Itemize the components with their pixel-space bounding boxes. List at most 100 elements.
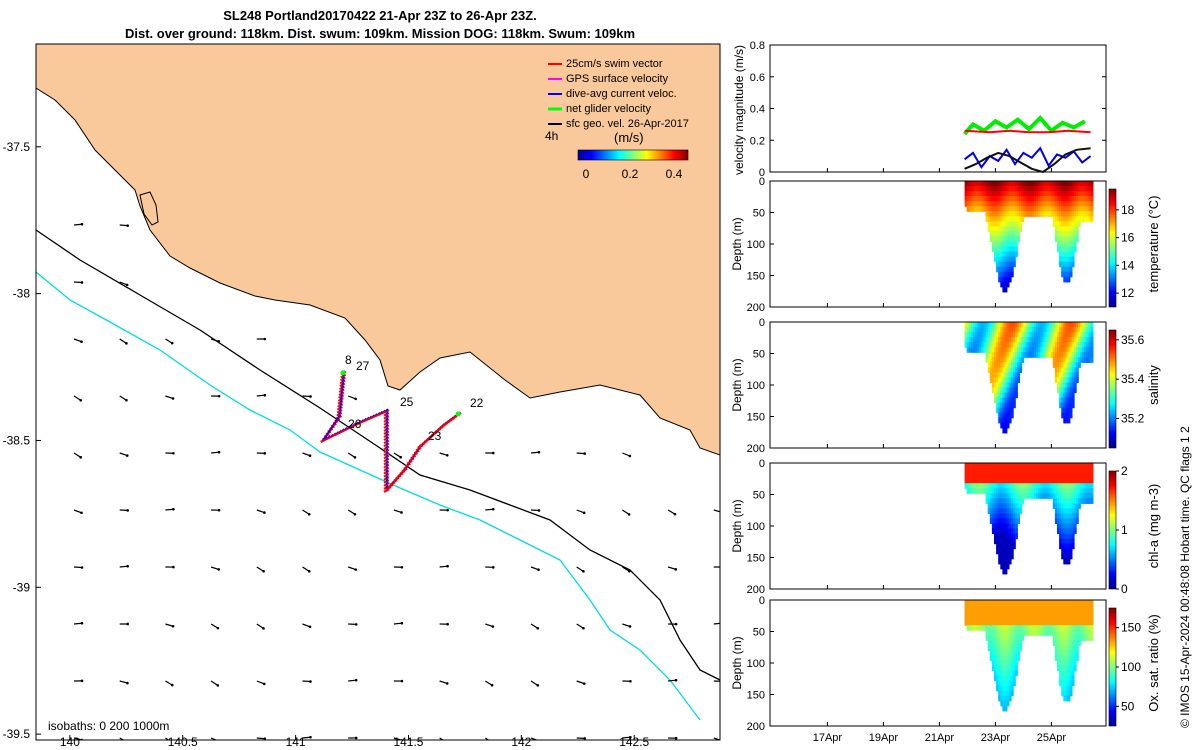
section-cell [998,640,1002,646]
geo-velocity-arrow [576,680,585,685]
section-cell [991,610,995,616]
section-cell [966,201,970,207]
section-cell [1082,327,1086,333]
section-cell [1073,605,1077,611]
section-cell [1057,372,1060,378]
section-cell [1054,191,1058,197]
geo-velocity-arrowhead [307,570,311,573]
section-cell [1059,392,1062,399]
section-cell [989,615,993,621]
section-cell [994,181,997,187]
section-cell [989,201,993,207]
section-cell [1019,191,1023,197]
velocity-series-line [963,115,1086,136]
section-cell [1078,211,1081,217]
section-cell [1015,655,1018,661]
section-cell [1029,327,1033,333]
section-cell [1063,463,1067,469]
section-cell [1063,553,1067,560]
section-cell [1069,518,1073,524]
section-cell [1063,630,1067,636]
geo-velocity-arrowhead [629,679,632,683]
section-cell [1008,670,1012,677]
geo-velocity-arrowhead [583,452,586,455]
dive-avg-vector [340,390,344,395]
section-cell [1046,468,1050,474]
geo-velocity-arrowhead [217,394,221,398]
geo-velocity-arrow [347,452,356,458]
section-cell [1042,625,1046,631]
section-cell [1012,382,1016,389]
section-cell [1057,342,1060,348]
section-cell [989,367,993,373]
section-cell [1073,665,1077,672]
section-cell [1042,196,1046,202]
section-cell [1082,216,1086,222]
section-cell [970,463,974,469]
section-cell [987,181,991,187]
geo-velocity-arrowhead [217,339,221,343]
section-cell [1021,337,1025,343]
section-cell [1069,675,1073,682]
colorbar-tick-label: 12 [1121,286,1135,300]
section-cell [1067,605,1071,611]
geo-velocity-arrow [713,509,720,513]
section-cell [1065,186,1069,192]
section-cell [1023,493,1027,499]
section-cell [975,332,978,338]
section-cell [1090,625,1094,631]
section-cell [1040,327,1044,333]
section-cell [1021,347,1025,353]
section-cell [998,417,1002,424]
section-cell [1046,630,1050,636]
section-cell [1017,191,1020,197]
section-cell [996,508,999,514]
section-cell [1010,362,1014,368]
section-cell [1006,332,1010,338]
section-cell [1006,630,1010,636]
section-cell [1078,337,1081,343]
section-cell [1010,630,1014,636]
velocity-y-tick-label: 0.8 [750,40,765,52]
section-cell [1000,337,1004,343]
section-cell [1086,478,1090,484]
section-cell [1050,337,1054,343]
geo-velocity-arrowhead [125,741,128,744]
section-cell [1017,615,1020,621]
section-cell [1061,660,1065,667]
section-cell [1065,675,1069,682]
section-cell [996,357,999,363]
section-cell [1086,615,1090,621]
section-cell [1071,680,1075,687]
section-cell [1002,615,1006,621]
section-cell [1019,342,1023,348]
section-cell [1052,640,1056,646]
section-cell [1054,600,1058,606]
section-cell [1061,367,1065,373]
section-cell [1067,600,1071,606]
section-cell [1002,705,1006,712]
section-cell [1038,473,1041,479]
section-cell [996,518,999,524]
section-cell [1025,600,1029,606]
section-cell [1012,463,1016,469]
section-cell [1004,201,1008,207]
section-cell [970,468,974,474]
geo-velocity-arrow [439,452,448,456]
section-cell [1084,337,1088,343]
section-cell [1078,468,1081,474]
section-cell [994,372,997,378]
section-cell [1067,347,1071,353]
section-cell [989,236,993,242]
section-cell [998,216,1002,222]
section-cell [975,473,978,479]
section-cell [985,605,989,611]
section-cell [1078,327,1081,333]
section-cell [1075,650,1079,656]
section-cell [983,206,987,212]
section-cell [998,625,1002,631]
section-cell [1050,493,1054,499]
section-cell [970,347,974,353]
section-cell [1067,473,1071,479]
section-cell [985,206,989,212]
